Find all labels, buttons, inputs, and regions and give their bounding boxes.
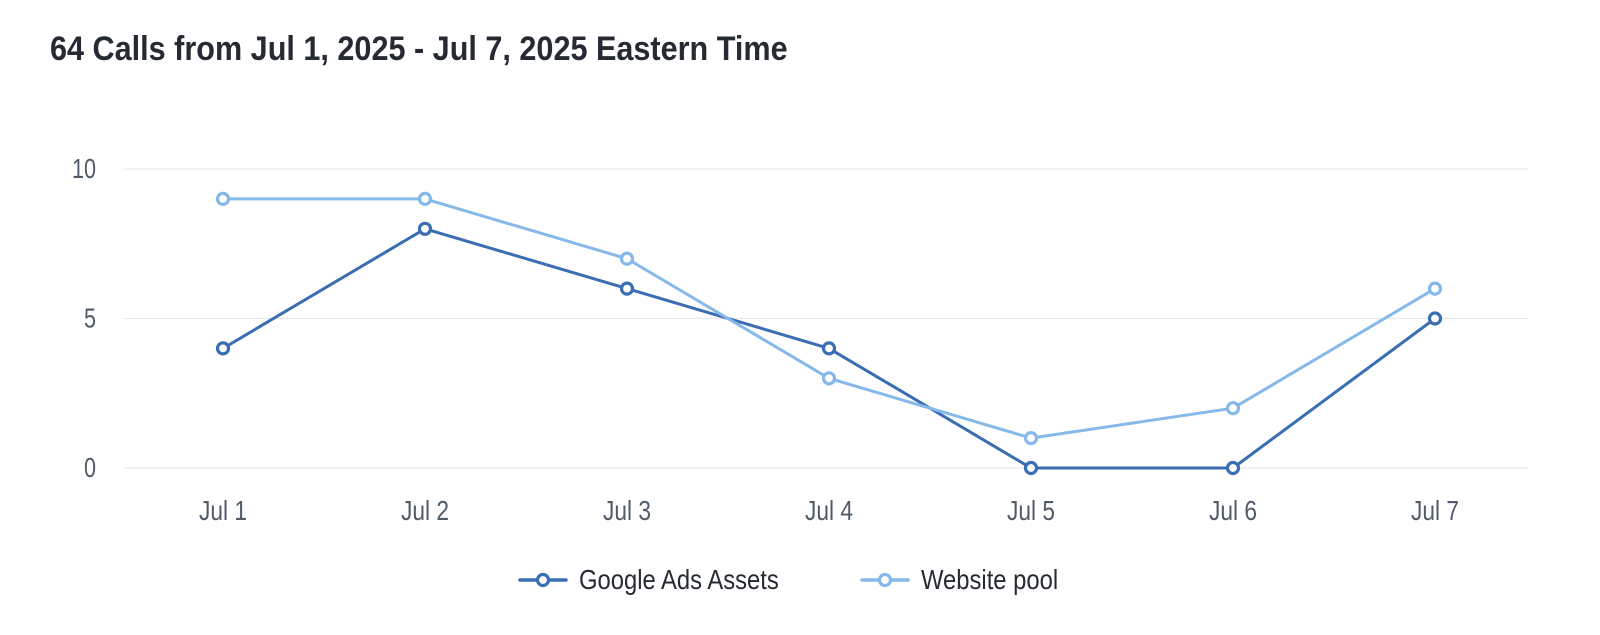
y-axis-tick-label: 0 [84,452,96,483]
data-point-website-pool-jul-2[interactable] [417,191,433,206]
y-axis-tick-label: 10 [72,153,96,184]
data-point-website-pool-jul-3[interactable] [619,251,635,266]
legend-item-google-ads-assets[interactable]: Google Ads Assets [518,564,814,596]
x-axis-tick-label: Jul 3 [603,495,651,526]
x-axis-tick-label: Jul 7 [1411,495,1459,526]
line-marker-icon [860,572,910,588]
legend-item-website-pool[interactable]: Website pool [860,564,1082,596]
legend-label-google-ads-assets: Google Ads Assets [578,564,779,595]
x-axis-tick-label: Jul 6 [1209,495,1257,526]
y-axis-tick-label: 5 [84,303,96,334]
data-point-google-ads-assets-jul-3[interactable] [619,281,635,296]
data-point-website-pool-jul-5[interactable] [1023,431,1039,446]
line-marker-icon [518,572,568,588]
data-point-google-ads-assets-jul-6[interactable] [1225,460,1241,476]
data-point-google-ads-assets-jul-4[interactable] [821,341,837,356]
chart-legend: Google Ads Assets Website pool [0,563,1600,597]
data-point-website-pool-jul-1[interactable] [215,191,231,206]
data-point-website-pool-jul-6[interactable] [1225,401,1241,416]
legend-label-website-pool: Website pool [920,564,1058,595]
data-point-google-ads-assets-jul-1[interactable] [215,341,231,356]
data-point-google-ads-assets-jul-7[interactable] [1427,311,1443,326]
data-point-website-pool-jul-7[interactable] [1427,281,1443,296]
data-point-google-ads-assets-jul-5[interactable] [1023,460,1039,476]
data-point-website-pool-jul-4[interactable] [821,371,837,386]
chart-title: 64 Calls from Jul 1, 2025 - Jul 7, 2025 … [50,30,788,68]
x-axis-tick-label: Jul 1 [199,495,247,526]
x-axis-tick-label: Jul 2 [401,495,449,526]
x-axis-tick-label: Jul 4 [805,495,853,526]
x-axis-tick-label: Jul 5 [1007,495,1055,526]
data-point-google-ads-assets-jul-2[interactable] [417,221,433,236]
